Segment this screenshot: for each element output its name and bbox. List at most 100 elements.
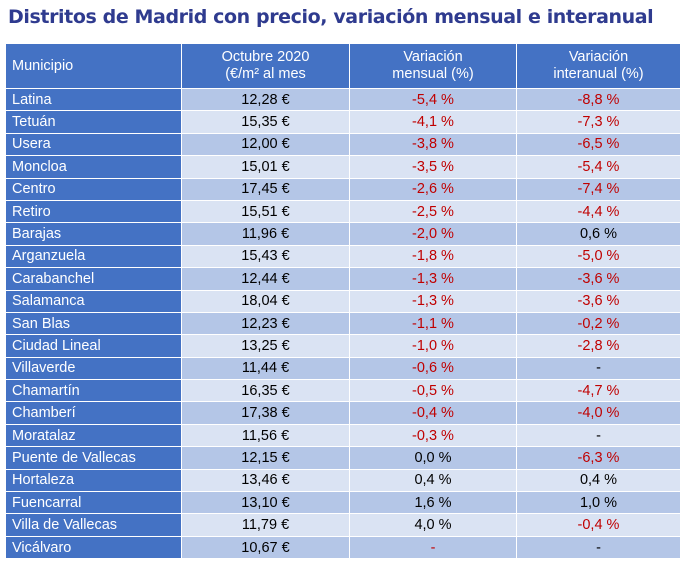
cell-precio: 11,79 € [181, 513, 350, 537]
cell-variacion-mensual: -2,0 % [349, 222, 517, 246]
header-precio: Octubre 2020 (€/m² al mes [181, 43, 350, 89]
cell-municipio: San Blas [5, 311, 182, 336]
cell-variacion-interanual: 0,4 % [516, 468, 681, 493]
table-row: Moratalaz 11,56 € -0,3 % - [5, 423, 681, 448]
header-variacion-interanual: Variación interanual (%) [516, 43, 681, 89]
header-municipio: Municipio [5, 43, 182, 89]
cell-variacion-interanual: -3,6 % [516, 289, 681, 313]
cell-municipio: Chamberí [5, 401, 182, 425]
cell-precio: 17,38 € [181, 401, 350, 425]
table-row: Puente de Vallecas 12,15 €0,0 % -6,3 % [5, 446, 681, 470]
cell-precio: 15,51 € [181, 199, 350, 224]
cell-municipio: Arganzuela [5, 244, 182, 269]
table-row: Vicálvaro 10,67 € - - [5, 535, 681, 560]
cell-variacion-interanual: -4,0 % [516, 401, 681, 425]
cell-variacion-mensual: -1,3 % [349, 289, 517, 313]
cell-municipio: Latina [5, 87, 182, 112]
cell-precio: 11,56 € [181, 423, 350, 448]
cell-municipio: Chamartín [5, 379, 182, 403]
cell-variacion-mensual: -5,4 % [349, 87, 517, 112]
table-body: Latina 12,28 € -5,4 % -8,8 % Tetuán 15,35 € -4… [5, 87, 681, 560]
cell-variacion-interanual: -2,8 % [516, 334, 681, 358]
cell-variacion-mensual: 1,6 % [349, 491, 517, 515]
cell-variacion-interanual: -6,3 % [516, 446, 681, 470]
cell-municipio: Ciudad Lineal [5, 334, 182, 358]
header-precio-line2: (€/m² al mes [225, 66, 306, 82]
cell-variacion-interanual: -0,4 % [516, 513, 681, 537]
table-row: Centro 17,45 € -2,6 % -7,4 % [5, 177, 681, 201]
table-row: Chamberí 17,38 € -0,4 % -4,0 % [5, 401, 681, 425]
cell-precio: 13,46 € [181, 468, 350, 493]
cell-variacion-mensual: 4,0 % [349, 513, 517, 537]
cell-variacion-interanual: -4,7 % [516, 379, 681, 403]
cell-precio: 16,35 € [181, 379, 350, 403]
cell-variacion-interanual: -7,3 % [516, 110, 681, 134]
cell-municipio: Fuencarral [5, 491, 182, 515]
table-row: Hortaleza 13,46 €0,4 % 0,4 % [5, 468, 681, 493]
cell-variacion-interanual: -3,6 % [516, 267, 681, 291]
cell-variacion-mensual: -0,3 % [349, 423, 517, 448]
cell-precio: 13,10 € [181, 491, 350, 515]
cell-variacion-mensual: -1,8 % [349, 244, 517, 269]
cell-variacion-mensual: -2,6 % [349, 177, 517, 201]
cell-municipio: Carabanchel [5, 267, 182, 291]
cell-variacion-interanual: - [516, 535, 681, 560]
cell-variacion-mensual: -1,1 % [349, 311, 517, 336]
cell-precio: 15,43 € [181, 244, 350, 269]
cell-precio: 12,28 € [181, 87, 350, 112]
cell-precio: 15,35 € [181, 110, 350, 134]
cell-variacion-interanual: - [516, 423, 681, 448]
table-row: Villaverde 11,44 € -0,6 % - [5, 356, 681, 381]
header-mensual-line2: mensual (%) [392, 66, 474, 82]
cell-precio: 10,67 € [181, 535, 350, 560]
table-row: Salamanca 18,04 € -1,3 % -3,6 % [5, 289, 681, 313]
table-row: Ciudad Lineal 13,25 € -1,0 % -2,8 % [5, 334, 681, 358]
cell-variacion-mensual: -0,4 % [349, 401, 517, 425]
cell-variacion-mensual: -4,1 % [349, 110, 517, 134]
table-row: Barajas 11,96 € -2,0 % 0,6 % [5, 222, 681, 246]
table-row: Villa de Vallecas 11,79 €4,0 % -0,4 % [5, 513, 681, 537]
cell-precio: 18,04 € [181, 289, 350, 313]
cell-precio: 12,23 € [181, 311, 350, 336]
cell-variacion-mensual: 0,0 % [349, 446, 517, 470]
cell-precio: 15,01 € [181, 155, 350, 179]
cell-precio: 11,96 € [181, 222, 350, 246]
cell-variacion-interanual: - [516, 356, 681, 381]
table-row: Chamartín 16,35 € -0,5 % -4,7 % [5, 379, 681, 403]
table-header: Municipio Octubre 2020 (€/m² al mes Vari… [5, 43, 681, 89]
cell-precio: 12,00 € [181, 132, 350, 157]
cell-variacion-interanual: -6,5 % [516, 132, 681, 157]
page-title: Distritos de Madrid con precio, variació… [8, 6, 654, 28]
cell-municipio: Centro [5, 177, 182, 201]
table-row: Arganzuela 15,43 € -1,8 % -5,0 % [5, 244, 681, 269]
header-row: Municipio Octubre 2020 (€/m² al mes Vari… [5, 43, 681, 89]
cell-municipio: Barajas [5, 222, 182, 246]
cell-variacion-interanual: 0,6 % [516, 222, 681, 246]
cell-municipio: Retiro [5, 199, 182, 224]
cell-variacion-interanual: -5,4 % [516, 155, 681, 179]
cell-municipio: Moratalaz [5, 423, 182, 448]
cell-municipio: Villa de Vallecas [5, 513, 182, 537]
cell-municipio: Tetuán [5, 110, 182, 134]
cell-municipio: Villaverde [5, 356, 182, 381]
cell-precio: 11,44 € [181, 356, 350, 381]
cell-variacion-interanual: -5,0 % [516, 244, 681, 269]
cell-municipio: Salamanca [5, 289, 182, 313]
cell-variacion-interanual: 1,0 % [516, 491, 681, 515]
cell-municipio: Vicálvaro [5, 535, 182, 560]
cell-variacion-mensual: -0,5 % [349, 379, 517, 403]
cell-variacion-interanual: -4,4 % [516, 199, 681, 224]
table-row: Tetuán 15,35 € -4,1 % -7,3 % [5, 110, 681, 134]
cell-variacion-mensual: - [349, 535, 517, 560]
header-variacion-mensual: Variación mensual (%) [349, 43, 517, 89]
cell-variacion-mensual: -0,6 % [349, 356, 517, 381]
table-row: Usera 12,00 € -3,8 % -6,5 % [5, 132, 681, 157]
cell-variacion-mensual: -2,5 % [349, 199, 517, 224]
districts-table: Municipio Octubre 2020 (€/m² al mes Vari… [5, 43, 681, 560]
cell-municipio: Puente de Vallecas [5, 446, 182, 470]
cell-precio: 13,25 € [181, 334, 350, 358]
cell-variacion-interanual: -0,2 % [516, 311, 681, 336]
cell-municipio: Hortaleza [5, 468, 182, 493]
cell-variacion-interanual: -7,4 % [516, 177, 681, 201]
cell-precio: 17,45 € [181, 177, 350, 201]
